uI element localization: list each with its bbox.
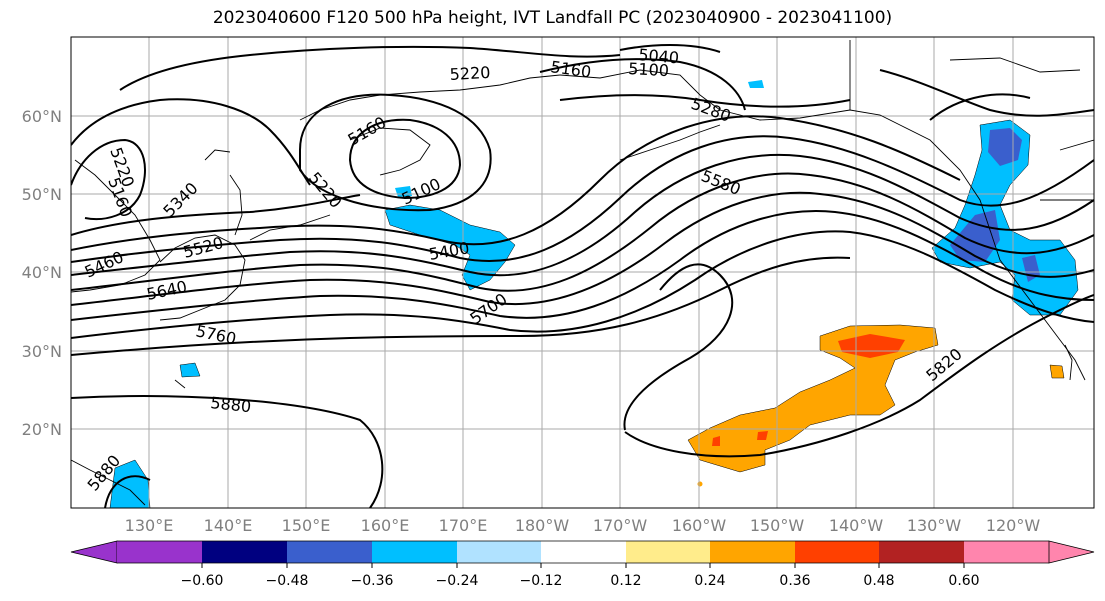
colorbar-tick-label: 0.12	[610, 573, 641, 589]
lon-labels: 130°E 140°E 150°E 160°E 170°E 180°W 170°…	[125, 516, 1041, 535]
map-gridlines	[71, 37, 1094, 508]
lat-label: 40°N	[22, 263, 62, 282]
colorbar-tick-label: 0.60	[948, 573, 979, 589]
colorbar-bin	[457, 541, 541, 563]
map-frame	[70, 36, 1095, 509]
map-title: 2023040600 F120 500 hPa height, IVT Land…	[212, 8, 893, 28]
colorbar-bin	[117, 541, 202, 563]
colorbar-extend-min	[70, 540, 118, 564]
lon-label: 170°E	[439, 516, 488, 535]
lon-label: 140°E	[204, 516, 253, 535]
colorbar-tick-label: 0.48	[863, 573, 894, 589]
contour-label: 5100	[628, 59, 670, 80]
lon-label: 160°W	[672, 516, 727, 535]
lat-label: 20°N	[22, 420, 62, 439]
colorbar-extend-max	[1048, 540, 1095, 564]
colorbar-tick-label: 0.36	[779, 573, 810, 589]
colorbar-bin	[287, 541, 372, 563]
lon-label: 160°E	[361, 516, 410, 535]
colorbar: −0.60 −0.48 −0.36 −0.24 −0.12 0.12 0.24 …	[70, 540, 1095, 589]
colorbar-tick-label: −0.36	[351, 573, 394, 589]
lat-label: 30°N	[22, 342, 62, 361]
colorbar-bin	[964, 541, 1049, 563]
colorbar-tick-label: −0.24	[436, 573, 479, 589]
lon-label: 170°W	[593, 516, 648, 535]
ivt-positive-shading	[687, 324, 1065, 487]
colorbar-bin	[795, 541, 879, 563]
lon-label: 140°W	[829, 516, 884, 535]
map-area: 5040 5100 5160 5220 5160 5220 5160 5220 …	[71, 37, 1094, 508]
coastlines	[71, 40, 1094, 506]
lon-label: 130°E	[125, 516, 174, 535]
colorbar-bin	[710, 541, 795, 563]
contour-label: 5220	[449, 63, 491, 84]
colorbar-tick-label: 0.24	[694, 573, 725, 589]
lon-label: 130°W	[907, 516, 962, 535]
lat-label: 50°N	[22, 185, 62, 204]
contour-label: 5880	[210, 393, 252, 416]
colorbar-tick-label: −0.12	[520, 573, 563, 589]
lon-label: 120°W	[986, 516, 1041, 535]
contour-label: 5040	[638, 45, 680, 67]
colorbar-tick-label: −0.60	[181, 573, 224, 589]
colorbar-bin	[879, 541, 964, 563]
colorbar-bin	[541, 541, 626, 563]
colorbar-bin	[202, 541, 287, 563]
lat-labels: 60°N 50°N 40°N 30°N 20°N	[22, 107, 62, 439]
colorbar-bin	[372, 541, 457, 563]
lon-label: 180°W	[515, 516, 570, 535]
height-contours	[71, 44, 1094, 508]
colorbar-tick-label: −0.48	[266, 573, 309, 589]
colorbar-bin	[626, 541, 710, 563]
lon-label: 150°E	[282, 516, 331, 535]
lat-label: 60°N	[22, 107, 62, 126]
lon-label: 150°W	[750, 516, 805, 535]
